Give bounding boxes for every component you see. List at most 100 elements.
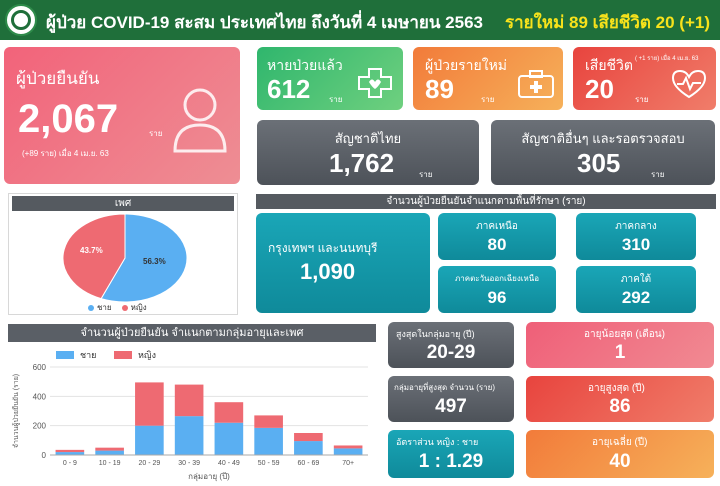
confirmed-unit: ราย (149, 129, 163, 138)
north-label: ภาคเหนือ (476, 221, 518, 232)
region-panel-title: จำนวนผู้ป่วยยืนยันจำแนกตามพื้นที่รักษา (… (256, 194, 716, 209)
common-count-value: 497 (435, 396, 467, 417)
x-axis-label: กลุ่มอายุ (ปี) (188, 472, 230, 481)
gender-female-pct: 43.7% (80, 246, 103, 255)
thai-unit: ราย (419, 170, 433, 179)
stat-common-count-card: กลุ่มอายุที่สูงสุด จำนวน (ราย) 497 (388, 376, 514, 422)
x-tick-label: 0 - 9 (63, 460, 77, 467)
deaths-unit: ราย (635, 95, 649, 104)
recovered-label: หายป่วยแล้ว (267, 57, 343, 73)
recovered-value: 612 (267, 74, 311, 104)
x-tick-label: 70+ (342, 460, 354, 467)
central-label: ภาคกลาง (615, 221, 657, 232)
recovered-card: หายป่วยแล้ว 612 ราย (257, 47, 403, 110)
recovered-unit: ราย (329, 95, 343, 104)
deaths-label: เสียชีวิต (585, 57, 633, 73)
x-tick-label: 40 - 49 (218, 460, 240, 467)
region-central-card: ภาคกลาง 310 (576, 213, 696, 260)
region-south-card: ภาคใต้ 292 (576, 266, 696, 313)
bangkok-label: กรุงเทพฯ และนนทบุรี (268, 241, 378, 255)
new-cases-unit: ราย (481, 95, 495, 104)
northeast-value: 96 (487, 288, 507, 307)
region-northeast-card: ภาคตะวันออกเฉียงเหนือ 96 (438, 266, 556, 313)
gender-legend: ชาย หญิง (88, 301, 147, 314)
bar-segment (55, 449, 85, 453)
medical-cross-icon (358, 68, 392, 98)
bangkok-value: 1,090 (300, 259, 356, 284)
bar-segment (174, 416, 204, 455)
bar-segment (174, 384, 204, 417)
confirmed-card: ผู้ป่วยยืนยัน 2,067 ราย (+89 ราย) เมื่อ … (4, 47, 240, 184)
stat-common-age-card: สูงสุดในกลุ่มอายุ (ปี) 20-29 (388, 322, 514, 368)
pie-slice-male (100, 213, 188, 303)
common-age-label: สูงสุดในกลุ่มอายุ (ปี) (396, 329, 475, 339)
gender-pie-chart (62, 213, 188, 303)
confirmed-value: 2,067 (18, 97, 119, 141)
confirmed-note: (+89 ราย) เมื่อ 4 เม.ย. 63 (22, 149, 109, 158)
heartbeat-icon (671, 69, 707, 99)
ministry-logo (5, 4, 37, 36)
other-value: 305 (577, 148, 621, 178)
y-tick-label: 400 (33, 392, 47, 401)
new-cases-card: ผู้ป่วยรายใหม่ 89 ราย (413, 47, 563, 110)
bar-segment (55, 452, 85, 455)
stat-ratio-card: อัตราส่วน หญิง : ชาย 1 : 1.29 (388, 430, 514, 478)
person-icon (173, 88, 227, 153)
max-age-value: 86 (609, 396, 631, 417)
legend-swatch (56, 351, 74, 359)
deaths-note: ( +1 ราย) เมื่อ 4 เม.ย. 63 (635, 56, 699, 62)
y-tick-label: 200 (33, 422, 47, 431)
x-tick-label: 50 - 59 (258, 460, 280, 467)
age-gender-bar-chart: ชาย หญิง 0 200 400 600 จำนวนผู้ป่วยยืนยัน (ราย… (8, 343, 376, 483)
x-tick-label: 20 - 29 (138, 460, 160, 467)
first-aid-kit-icon (518, 70, 554, 98)
bar-segment (333, 448, 363, 455)
y-tick-label: 600 (33, 363, 47, 372)
bar-segment (95, 450, 124, 455)
legend-swatch (114, 351, 132, 359)
deaths-value: 20 (585, 74, 614, 104)
bar-segment (294, 433, 323, 442)
age-chart-title: จำนวนผู้ป่วยยืนยัน จำแนกตามกลุ่มอายุและเ… (8, 324, 376, 342)
legend-label: หญิง (138, 350, 156, 360)
confirmed-label: ผู้ป่วยยืนยัน (16, 69, 100, 88)
common-count-label: กลุ่มอายุที่สูงสุด จำนวน (ราย) (394, 383, 496, 392)
bar-segment (254, 427, 283, 455)
max-age-label: อายุสูงสุด (ปี) (588, 383, 645, 394)
avg-age-label: อายุเฉลี่ย (ปี) (592, 437, 648, 448)
bar-segment (333, 445, 363, 449)
bar-segment (214, 422, 244, 455)
central-value: 310 (621, 235, 651, 254)
y-axis-label: จำนวนผู้ป่วยยืนยัน (ราย) (12, 374, 20, 448)
thai-value: 1,762 (329, 148, 395, 178)
x-tick-label: 60 - 69 (297, 460, 319, 467)
header-highlight: รายใหม่ 89 เสียชีวิต 20 (+1) (504, 13, 710, 32)
new-cases-value: 89 (425, 74, 454, 104)
stat-avg-age-card: อายุเฉลี่ย (ปี) 40 (526, 430, 714, 478)
avg-age-value: 40 (609, 451, 631, 472)
bar-segment (294, 441, 323, 455)
x-tick-label: 10 - 19 (99, 460, 121, 467)
south-label: ภาคใต้ (620, 274, 652, 285)
ratio-label: อัตราส่วน หญิง : ชาย (396, 437, 479, 447)
north-value: 80 (487, 235, 507, 254)
new-cases-label: ผู้ป่วยรายใหม่ (425, 57, 508, 73)
gender-male-pct: 56.3% (143, 257, 166, 266)
south-value: 292 (621, 288, 651, 307)
bar-segment (135, 425, 164, 455)
page-title: ผู้ป่วย COVID-19 สะสม ประเทศไทย ถึงวันที… (46, 13, 483, 32)
pie-slice-female (62, 213, 126, 300)
thai-label: สัญชาติไทย (334, 131, 402, 146)
common-age-value: 20-29 (426, 342, 476, 363)
region-north-card: ภาคเหนือ 80 (438, 213, 556, 260)
header-bar: ผู้ป่วย COVID-19 สะสม ประเทศไทย ถึงวันที… (0, 0, 720, 40)
ratio-value: 1 : 1.29 (418, 451, 484, 472)
deaths-card: เสียชีวิต ( +1 ราย) เมื่อ 4 เม.ย. 63 20 … (573, 47, 716, 110)
min-age-value: 1 (614, 342, 626, 363)
bar-segment (135, 382, 164, 426)
other-label: สัญชาติอื่นๆ และรอตรวจสอบ (521, 131, 685, 146)
stat-min-age-card: อายุน้อยสุด (เดือน) 1 (526, 322, 714, 368)
thai-nationality-card: สัญชาติไทย 1,762 ราย (257, 120, 479, 185)
legend-female: หญิง (121, 301, 147, 314)
y-tick-label: 0 (42, 451, 47, 460)
